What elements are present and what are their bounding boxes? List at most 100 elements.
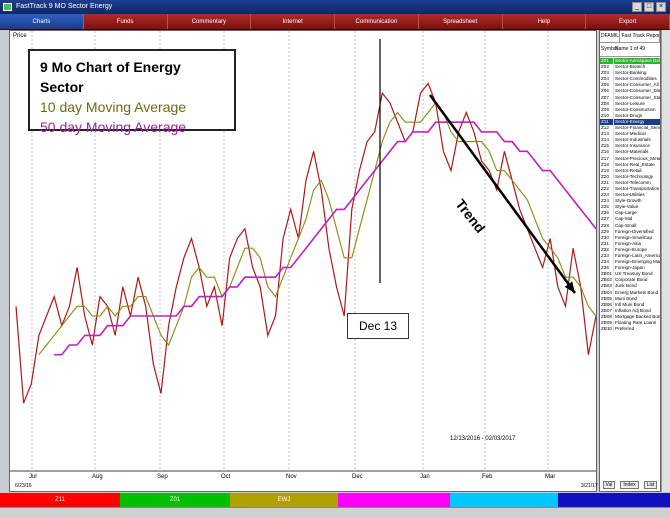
list-button[interactable]: List [643,481,658,489]
header-symbol: Symbol [601,46,618,52]
list-item[interactable]: Z22 Sector-Transportation [600,185,660,193]
list-item[interactable]: ZB10 Preferred [600,326,660,333]
list-item-name: Style-Value [615,204,639,210]
chart-panel[interactable]: Price 9 Mo Chart of Energy Sector 10 day… [9,30,598,492]
menu-export[interactable]: Export [586,14,670,29]
list-item[interactable]: Z20 Sector-Technology [600,173,660,180]
list-item-symbol: Z10 [600,112,614,119]
list-item[interactable]: Z30 Foreign-SmallCap [600,234,660,241]
vertical-scrollbar[interactable] [661,30,670,492]
list-item-symbol: ZB08 [600,313,614,321]
series-swatch[interactable]: Z11 [0,493,120,507]
menu-charts[interactable]: Charts [0,14,84,29]
series-swatch[interactable]: Z01 [120,493,230,507]
maximize-button[interactable]: □ [644,2,654,12]
list-item-name: Foreign-Diversified [615,228,654,234]
val-button[interactable]: Val [602,481,616,489]
list-item-symbol: ZB10 [600,326,614,333]
list-item[interactable]: Z10 Sector-Drugs [600,112,660,119]
list-item[interactable]: Z11 Sector-Energy [600,118,660,126]
list-item[interactable]: Z08 Sector-Leisure [600,100,660,107]
list-item[interactable]: ZB09 Floating Rate Loans [600,320,660,327]
list-item[interactable]: Z19 Sector-Retail [600,167,660,174]
list-item[interactable]: Z05 Sector-Consumer_All [600,82,660,89]
list-item-name: Foreign-Europe [615,246,647,252]
list-item[interactable]: ZB06 Intl Muni Bond [600,301,660,308]
list-item-name: Emerg Markets Bond [615,289,659,295]
menu-bar: Charts Funds Commentary Internet Communi… [0,14,670,30]
list-item[interactable]: ZB08 Mortgage Backed Bond [600,313,660,321]
list-item[interactable]: ZB05 Muni Bond [600,295,660,302]
series-swatch[interactable]: EWJ [230,493,338,507]
list-item[interactable]: Z23 Sector-Utilities [600,192,660,199]
menu-commentary[interactable]: Commentary [168,14,252,29]
menu-internet[interactable]: Internet [251,14,335,29]
list-item[interactable]: ZB01 US Treasury Bond [600,271,660,278]
list-item[interactable]: Z17 Sector-Precious_Metals [600,155,660,162]
list-item[interactable]: Z29 Foreign-Diversified [600,228,660,235]
series-swatch[interactable] [338,493,450,507]
tab-dfamily[interactable]: DFAMILY [600,31,621,42]
list-item-name: Sector-Real_Estate [615,161,655,167]
app-icon [3,3,12,11]
list-item[interactable]: Z33 Foreign-Latin_America [600,253,660,260]
series-swatch[interactable] [558,493,670,507]
index-button[interactable]: Index [620,481,639,489]
list-item[interactable]: Z24 Style-Growth [600,198,660,205]
menu-help[interactable]: Help [503,14,587,29]
list-item-name: Mortgage Backed Bond [615,313,660,319]
list-item[interactable]: Z27 Cap-Mid [600,216,660,223]
list-item-symbol: Z16 [600,149,614,156]
list-item-symbol: Z32 [600,246,614,253]
list-item-name: Sector-Industrials [615,137,651,143]
close-button[interactable]: × [656,2,666,12]
list-item[interactable]: Z25 Style-Value [600,204,660,211]
list-item[interactable]: ZB04 Emerg Markets Bond [600,289,660,296]
list-item-symbol: Z24 [600,198,614,205]
list-item[interactable]: ZB02 Corporate Bond [600,277,660,284]
list-item[interactable]: Z32 Foreign-Europe [600,246,660,253]
list-item[interactable]: ZB03 Junk Bond [600,283,660,290]
list-item-name: Corporate Bond [615,277,648,283]
menu-funds[interactable]: Funds [84,14,168,29]
menu-spreadsheet[interactable]: Spreadsheet [419,14,503,29]
list-item-symbol: Z06 [600,88,614,95]
list-item[interactable]: Z26 Cap-Large [600,210,660,217]
list-item-symbol: ZB04 [600,289,614,296]
list-item[interactable]: Z14 Sector-Industrials [600,137,660,144]
list-item-name: Sector-Consumer_Staple [615,94,660,100]
menu-communication[interactable]: Communication [335,14,419,29]
list-item[interactable]: Z16 Sector-Materials [600,149,660,156]
list-item[interactable]: Z09 Sector-Construction [600,106,660,113]
minimize-button[interactable]: _ [632,2,642,12]
list-item[interactable]: Z35 Foreign-Japan [600,265,660,272]
list-item[interactable]: Z02 Sector-Biotech [600,64,660,71]
x-tick-label: Jul [29,474,37,480]
list-item[interactable]: Z03 Sector-Banking [600,70,660,77]
list-item-name: Cap-Mid [615,216,633,222]
price-chart[interactable] [10,31,596,491]
list-item[interactable]: Z13 Sector-Medical [600,131,660,138]
series-swatch[interactable] [450,493,558,507]
list-item[interactable]: Z21 Sector-Telecomm [600,179,660,186]
list-item[interactable]: ZB07 Inflation Adj Bond [600,307,660,314]
list-item[interactable]: Z18 Sector-Real_Estate [600,161,660,168]
list-item-name: Sector-Materials [615,149,649,155]
list-item-name: Sector-Commodities [615,76,657,82]
list-item[interactable]: Z04 Sector-Commodities [600,76,660,83]
x-tick-label: Jan [420,474,430,480]
list-item[interactable]: Z15 Sector-Insurance [600,143,660,150]
list-item[interactable]: Z31 Foreign-Asia [600,240,660,247]
list-item-name: Cap-Large [615,210,637,216]
list-item-symbol: Z29 [600,228,614,235]
list-item-name: Sector-Consumer_All [615,82,659,88]
list-item-name: Sector-Technology [615,173,654,179]
tab-report[interactable]: Fast Track Report 2 [620,31,660,42]
list-item[interactable]: Z28 Cap-Small [600,222,660,229]
window-controls: _ □ × [632,2,666,12]
